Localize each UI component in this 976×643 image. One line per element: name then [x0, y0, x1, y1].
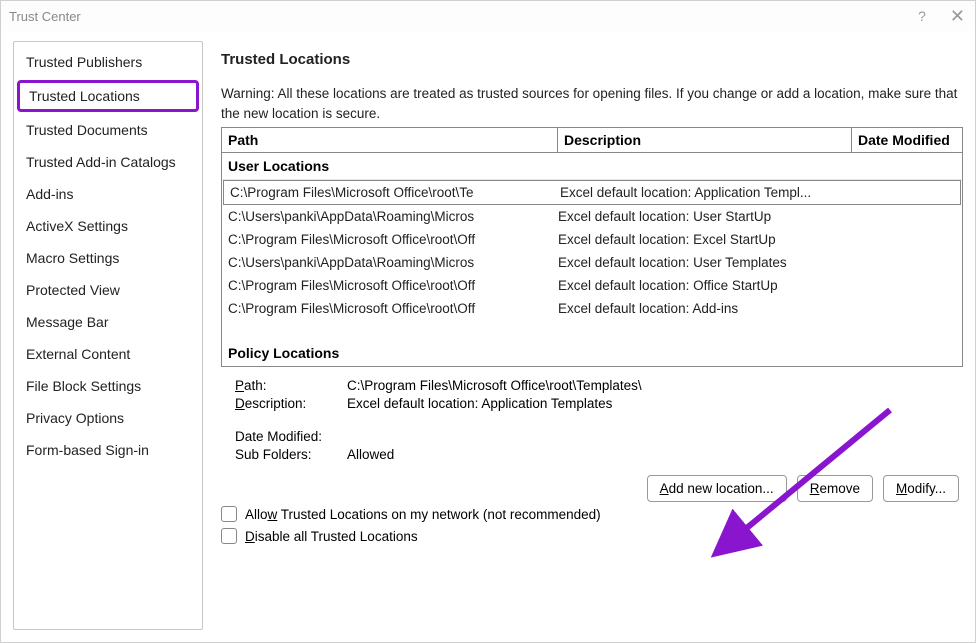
row-path: C:\Program Files\Microsoft Office\root\T… [230, 185, 560, 200]
detail-date-label: Date Modified: [235, 429, 347, 444]
sidebar-item-trusted-documents[interactable]: Trusted Documents [14, 114, 202, 146]
row-description: Excel default location: User Templates [558, 255, 956, 270]
sidebar-item-activex-settings[interactable]: ActiveX Settings [14, 210, 202, 242]
row-description: Excel default location: Office StartUp [558, 278, 956, 293]
window-title: Trust Center [9, 9, 918, 24]
sidebar: Trusted PublishersTrusted LocationsTrust… [13, 41, 203, 630]
allow-network-label: Allow Trusted Locations on my network (n… [245, 507, 601, 522]
row-path: C:\Program Files\Microsoft Office\root\O… [228, 278, 558, 293]
row-description: Excel default location: Add-ins [558, 301, 956, 316]
remove-button[interactable]: Remove [797, 475, 873, 502]
section-policy-locations: Policy Locations [222, 340, 962, 366]
table-row[interactable]: C:\Users\panki\AppData\Roaming\MicrosExc… [222, 251, 962, 274]
column-description[interactable]: Description [558, 128, 852, 152]
warning-text: Warning: All these locations are treated… [221, 84, 963, 123]
table-row[interactable]: C:\Program Files\Microsoft Office\root\T… [223, 180, 961, 205]
column-path[interactable]: Path [222, 128, 558, 152]
titlebar: Trust Center ? ✕ [1, 1, 975, 31]
content-pane: Trusted Locations Warning: All these loc… [221, 41, 963, 630]
row-path: C:\Users\panki\AppData\Roaming\Micros [228, 255, 558, 270]
table-row[interactable]: C:\Program Files\Microsoft Office\root\O… [222, 274, 962, 297]
sidebar-item-file-block-settings[interactable]: File Block Settings [14, 370, 202, 402]
row-path: C:\Program Files\Microsoft Office\root\O… [228, 301, 558, 316]
buttons-row: Add new location... Remove Modify... [221, 469, 963, 502]
location-details: Path: C:\Program Files\Microsoft Office\… [221, 371, 963, 469]
row-description: Excel default location: User StartUp [558, 209, 956, 224]
table-row[interactable]: C:\Program Files\Microsoft Office\root\O… [222, 297, 962, 320]
locations-table: Path Description Date Modified User Loca… [221, 127, 963, 367]
add-new-location-button[interactable]: Add new location... [647, 475, 787, 502]
detail-path-label: Path: [235, 378, 347, 393]
allow-network-row: Allow Trusted Locations on my network (n… [221, 506, 963, 522]
trust-center-dialog: Trust Center ? ✕ Trusted PublishersTrust… [0, 0, 976, 643]
detail-path-value: C:\Program Files\Microsoft Office\root\T… [347, 378, 963, 393]
sidebar-item-message-bar[interactable]: Message Bar [14, 306, 202, 338]
dialog-body: Trusted PublishersTrusted LocationsTrust… [1, 31, 975, 642]
detail-subfolders-value: Allowed [347, 447, 963, 462]
disable-all-label: Disable all Trusted Locations [245, 529, 418, 544]
modify-button[interactable]: Modify... [883, 475, 959, 502]
sidebar-item-trusted-add-in-catalogs[interactable]: Trusted Add-in Catalogs [14, 146, 202, 178]
detail-description-label: Description: [235, 396, 347, 411]
sidebar-item-add-ins[interactable]: Add-ins [14, 178, 202, 210]
content-heading: Trusted Locations [221, 51, 963, 68]
column-date-modified[interactable]: Date Modified [852, 128, 962, 152]
sidebar-item-trusted-locations[interactable]: Trusted Locations [17, 80, 199, 112]
sidebar-item-macro-settings[interactable]: Macro Settings [14, 242, 202, 274]
section-user-locations: User Locations [222, 153, 962, 180]
table-row[interactable]: C:\Program Files\Microsoft Office\root\O… [222, 228, 962, 251]
detail-description-value: Excel default location: Application Temp… [347, 396, 963, 411]
sidebar-item-privacy-options[interactable]: Privacy Options [14, 402, 202, 434]
sidebar-item-form-based-sign-in[interactable]: Form-based Sign-in [14, 434, 202, 466]
close-icon[interactable]: ✕ [950, 6, 965, 27]
detail-subfolders-label: Sub Folders: [235, 447, 347, 462]
sidebar-item-protected-view[interactable]: Protected View [14, 274, 202, 306]
row-description: Excel default location: Excel StartUp [558, 232, 956, 247]
sidebar-item-trusted-publishers[interactable]: Trusted Publishers [14, 46, 202, 78]
sidebar-item-external-content[interactable]: External Content [14, 338, 202, 370]
table-header: Path Description Date Modified [222, 128, 962, 153]
disable-all-checkbox[interactable] [221, 528, 237, 544]
help-icon[interactable]: ? [918, 8, 926, 24]
table-row[interactable]: C:\Users\panki\AppData\Roaming\MicrosExc… [222, 205, 962, 228]
allow-network-checkbox[interactable] [221, 506, 237, 522]
detail-date-value [347, 429, 963, 444]
row-description: Excel default location: Application Temp… [560, 185, 954, 200]
row-path: C:\Users\panki\AppData\Roaming\Micros [228, 209, 558, 224]
row-path: C:\Program Files\Microsoft Office\root\O… [228, 232, 558, 247]
disable-all-row: Disable all Trusted Locations [221, 528, 963, 544]
